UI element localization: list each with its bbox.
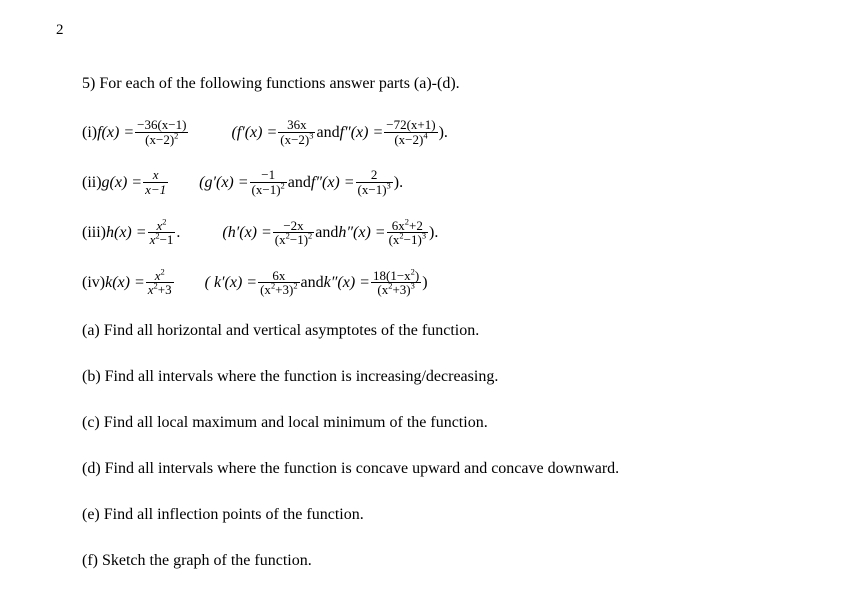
den: (x2−1)3 <box>387 233 428 247</box>
part-c: (c) Find all local maximum and local min… <box>82 411 834 435</box>
den: (x−1)2 <box>250 183 287 197</box>
den-exp: 3 <box>309 130 313 140</box>
d1-frac: 6x (x2+3)2 <box>258 269 299 297</box>
num-post: ) <box>415 268 419 283</box>
dot: . <box>176 223 180 242</box>
den: (x−2)2 <box>135 133 188 147</box>
tail: ). <box>394 173 403 192</box>
num: −36(x−1) <box>135 118 188 133</box>
den-outer-exp: 2 <box>308 231 312 241</box>
den-pre: (x <box>260 282 271 297</box>
den-base: (x−1) <box>252 182 281 197</box>
func-frac: x x−1 <box>143 168 168 196</box>
num-post: +2 <box>409 218 423 233</box>
tail: ). <box>429 223 438 242</box>
den: (x2+3)3 <box>371 283 421 297</box>
part-a: (a) Find all horizontal and vertical asy… <box>82 319 834 343</box>
den-outer-exp: 3 <box>411 281 415 291</box>
d1-frac: −2x (x2−1)2 <box>273 219 314 247</box>
mid: and <box>316 123 339 142</box>
den-exp: 4 <box>423 130 427 140</box>
d1-frac: 36x (x−2)3 <box>278 118 315 146</box>
mid: and <box>301 273 324 292</box>
func-lhs: k(x) = <box>105 273 145 292</box>
den-post: −1) <box>404 232 422 247</box>
page-number: 2 <box>56 22 64 39</box>
d2-lhs: f″(x) = <box>340 123 384 142</box>
func-frac: x2 x2+3 <box>146 269 174 297</box>
func-lhs: g(x) = <box>102 173 143 192</box>
func-lhs: f(x) = <box>97 123 134 142</box>
label: (ii) <box>82 173 102 192</box>
den-outer-exp: 2 <box>293 281 297 291</box>
problem-intro: 5) For each of the following functions a… <box>82 72 834 96</box>
func-frac: −36(x−1) (x−2)2 <box>135 118 188 146</box>
tail: ). <box>439 123 448 142</box>
d2-lhs: f″(x) = <box>311 173 355 192</box>
den-base: (x−1) <box>358 182 387 197</box>
num-exp: 2 <box>162 216 166 226</box>
mid: and <box>288 173 311 192</box>
den: x2−1 <box>148 233 176 247</box>
den-pre: (x <box>275 232 286 247</box>
item-ii: (ii) g(x) = x x−1 (g′(x) = −1 (x−1)2 and… <box>82 168 834 196</box>
den-outer-exp: 3 <box>422 231 426 241</box>
item-i: (i) f(x) = −36(x−1) (x−2)2 (f′(x) = 36x … <box>82 118 834 146</box>
den-exp: 3 <box>387 181 391 191</box>
num-exp: 2 <box>160 267 164 277</box>
num: −72(x+1) <box>384 118 437 133</box>
den: (x−2)3 <box>278 133 315 147</box>
den: x2+3 <box>146 283 174 297</box>
num: x2 <box>148 219 176 234</box>
den: (x−1)3 <box>356 183 393 197</box>
den-pre: (x <box>389 232 400 247</box>
num: x <box>143 168 168 183</box>
label: (i) <box>82 123 97 142</box>
den-post: −1 <box>160 232 174 247</box>
d2-lhs: h″(x) = <box>338 223 385 242</box>
label: (iv) <box>82 273 105 292</box>
d1-frac: −1 (x−1)2 <box>250 168 287 196</box>
den: (x−2)4 <box>384 133 437 147</box>
item-iii: (iii) h(x) = x2 x2−1 . (h′(x) = −2x (x2−… <box>82 219 834 247</box>
d1-lhs: ( k′(x) = <box>205 273 257 292</box>
den-post: −1) <box>290 232 308 247</box>
den-base: (x−2) <box>280 132 309 147</box>
d2-frac: 6x2+2 (x2−1)3 <box>387 219 428 247</box>
d2-frac: 18(1−x2) (x2+3)3 <box>371 269 421 297</box>
problem-content: 5) For each of the following functions a… <box>82 72 834 595</box>
part-f: (f) Sketch the graph of the function. <box>82 549 834 573</box>
den-post: +3) <box>275 282 293 297</box>
d2-frac: −72(x+1) (x−2)4 <box>384 118 437 146</box>
part-b: (b) Find all intervals where the functio… <box>82 365 834 389</box>
den-pre: (x <box>377 282 388 297</box>
den-post: +3) <box>392 282 410 297</box>
d1-lhs: (h′(x) = <box>222 223 271 242</box>
tail: ) <box>422 273 427 292</box>
den-exp: 2 <box>174 130 178 140</box>
func-lhs: h(x) = <box>106 223 147 242</box>
den-base: (x−2) <box>145 132 174 147</box>
d2-frac: 2 (x−1)3 <box>356 168 393 196</box>
d1-lhs: (f′(x) = <box>231 123 277 142</box>
part-e: (e) Find all inflection points of the fu… <box>82 503 834 527</box>
den: x−1 <box>143 183 168 197</box>
den-post: +3 <box>158 282 172 297</box>
func-frac: x2 x2−1 <box>148 219 176 247</box>
label: (iii) <box>82 223 106 242</box>
d1-lhs: (g′(x) = <box>199 173 248 192</box>
mid: and <box>315 223 338 242</box>
part-d: (d) Find all intervals where the functio… <box>82 457 834 481</box>
item-iv: (iv) k(x) = x2 x2+3 ( k′(x) = 6x (x2+3)2… <box>82 269 834 297</box>
den-base: (x−2) <box>394 132 423 147</box>
d2-lhs: k″(x) = <box>324 273 370 292</box>
den: (x2+3)2 <box>258 283 299 297</box>
den-exp: 2 <box>281 181 285 191</box>
den: (x2−1)2 <box>273 233 314 247</box>
